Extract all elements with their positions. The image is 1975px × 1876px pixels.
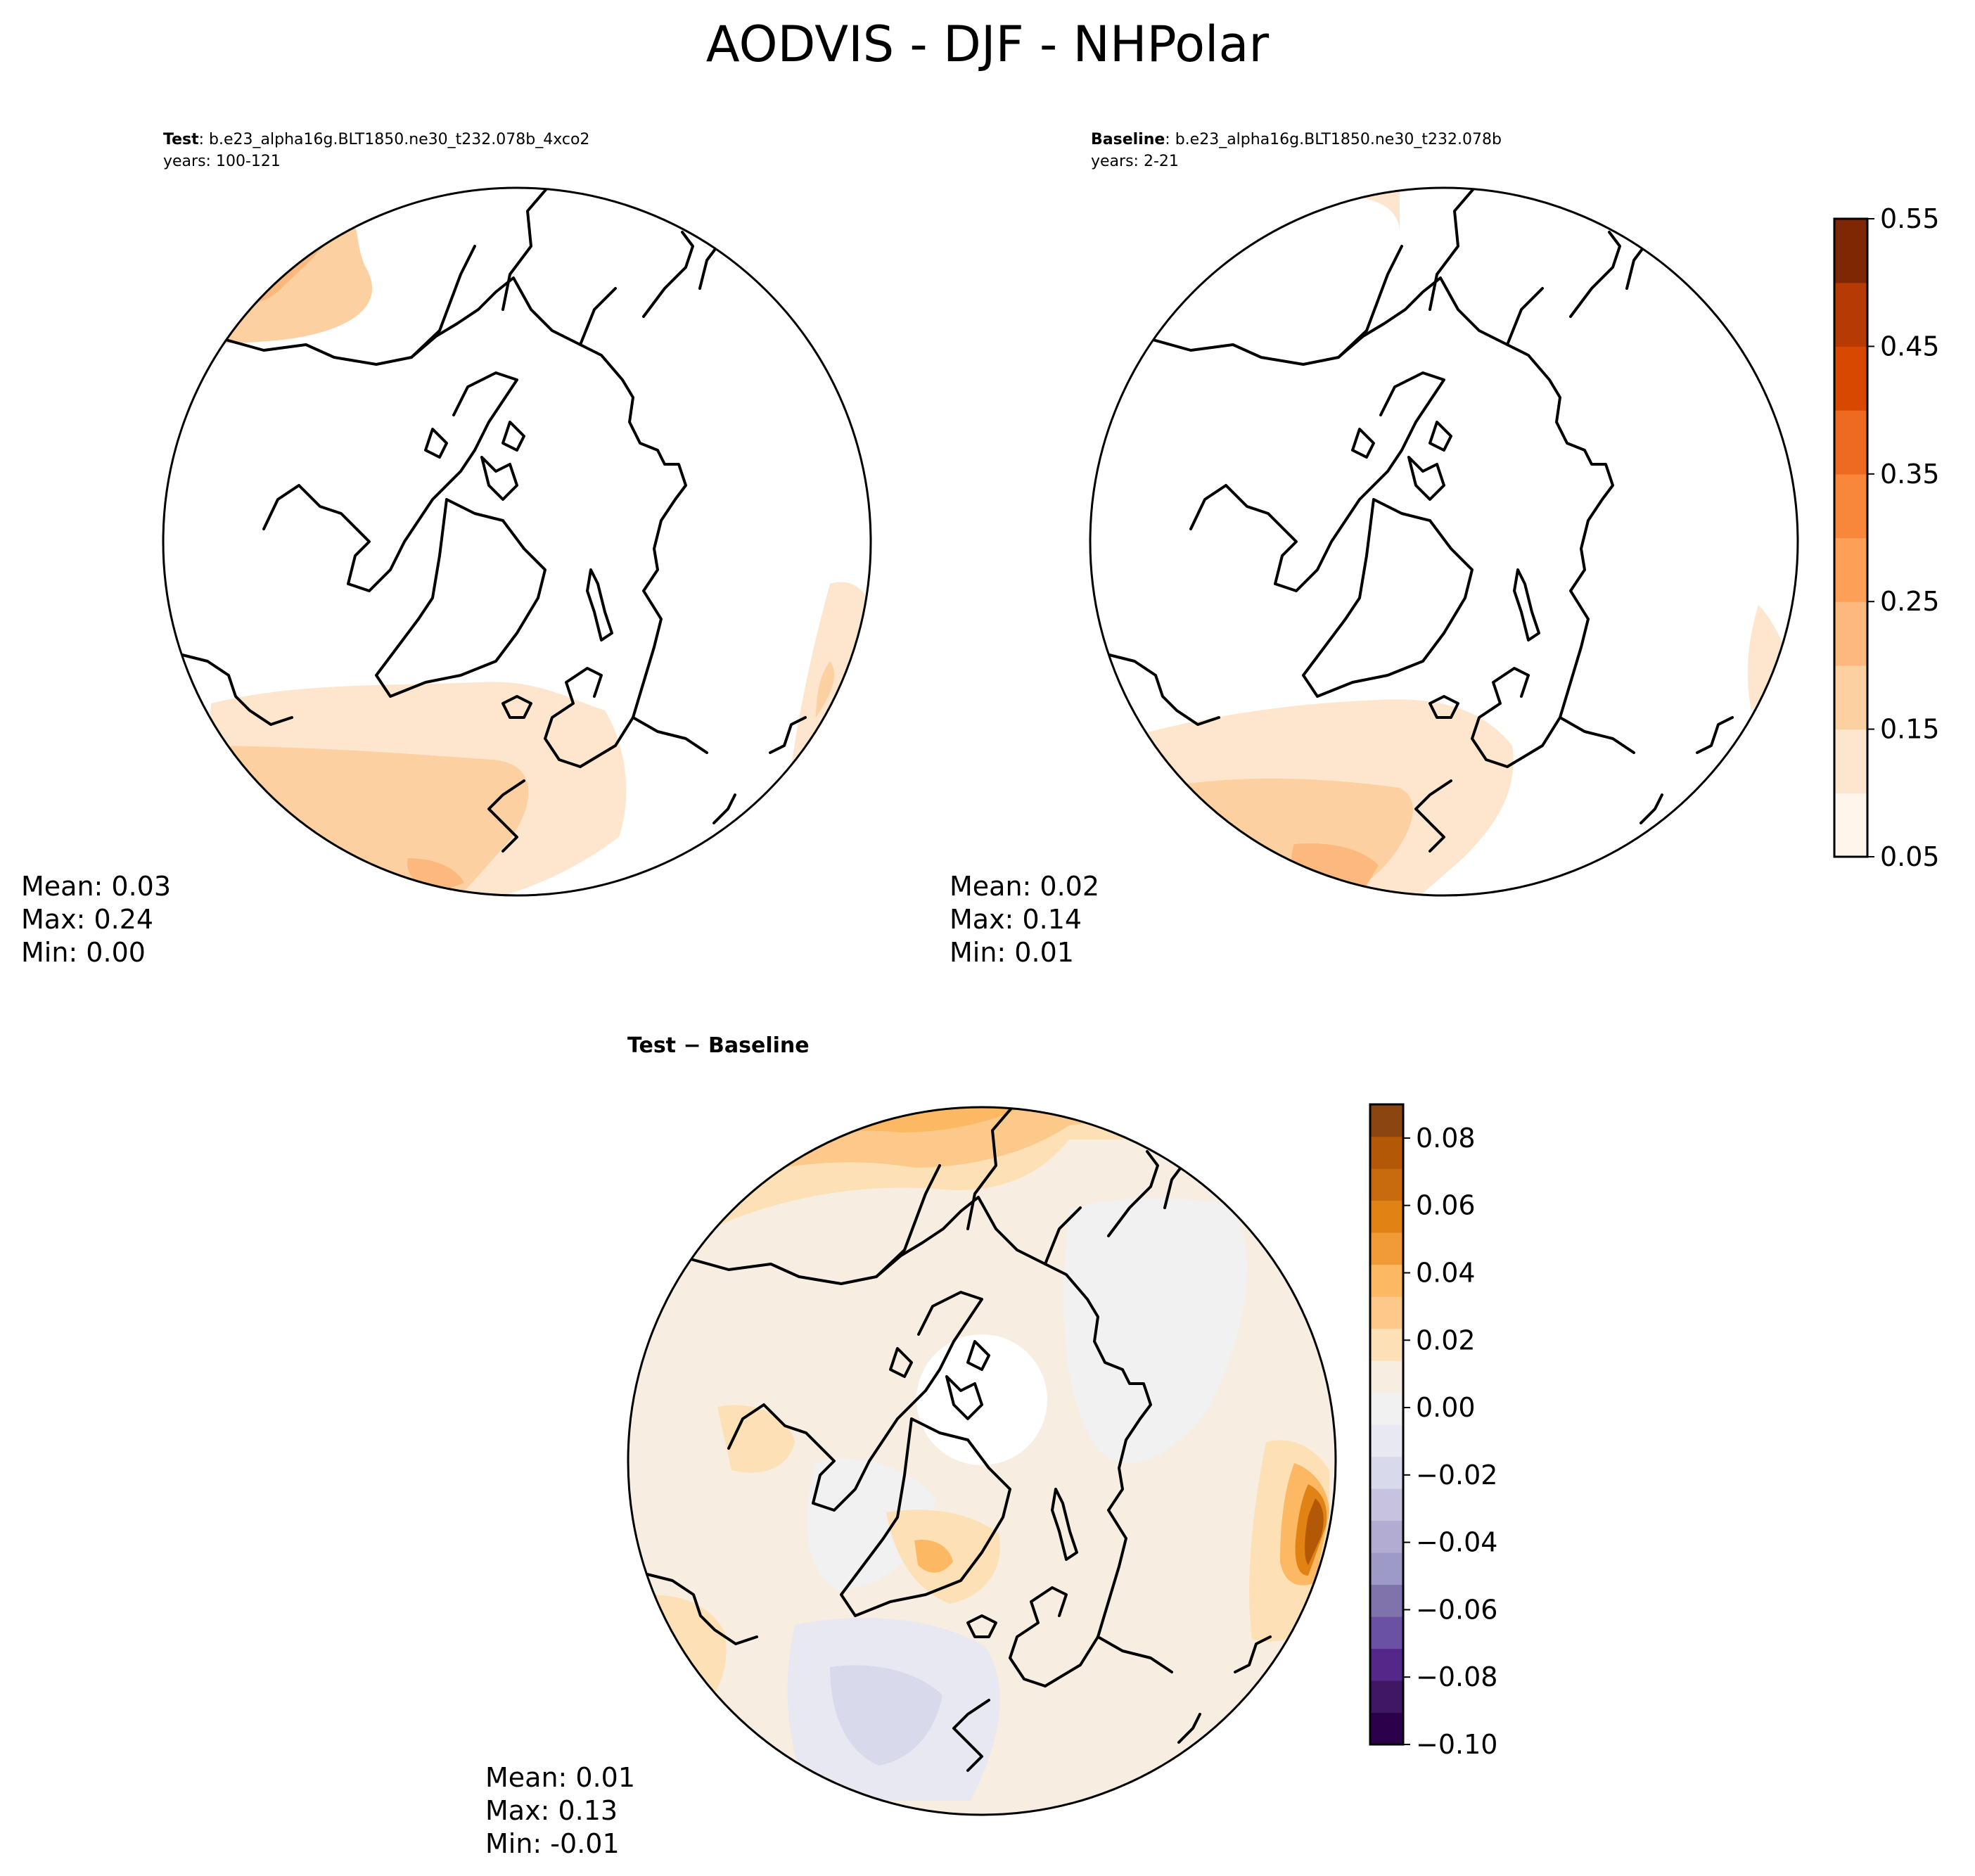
test-stat-max: Max: 0.24 [21,904,153,935]
diff-title: Test − Baseline [627,1033,810,1058]
test-map-boundary [162,186,872,897]
main-colorbar-color-band [1834,665,1867,730]
baseline-panel: Baseline: b.e23_alpha16g.BLT1850.ne30_t2… [950,131,1799,968]
diff-colorbar-color-band [1370,1168,1403,1201]
diff-stat-mean: Mean: 0.01 [485,1762,635,1793]
test-case-name: : b.e23_alpha16g.BLT1850.ne30_t232.078b_… [199,131,590,148]
diff-colorbar-color-band [1370,1392,1403,1425]
diff-colorbar-tick-label: 0.00 [1416,1392,1476,1423]
test-stat-min: Min: 0.00 [21,937,146,968]
diff-colorbar-tick-label: 0.02 [1416,1325,1476,1355]
main-colorbar-color-band [1834,473,1867,539]
diff-colorbar-color-band [1370,1200,1403,1233]
main-colorbar-color-band [1834,282,1867,347]
diff-colorbar-tick-label: 0.04 [1416,1257,1476,1288]
diff-missing-data [916,1334,1047,1465]
diff-colorbar-color-band [1370,1520,1403,1553]
diff-colorbar-frame [1369,1103,1405,1746]
diff-colorbar-color-band [1370,1648,1403,1681]
main-colorbar-color-band [1834,346,1867,411]
diff-map-boundary [627,1106,1337,1816]
diff-colorbar-color-band [1370,1264,1403,1297]
main-colorbar-color-band [1834,729,1867,793]
baseline-panel-header: Baseline: b.e23_alpha16g.BLT1850.ne30_t2… [1091,131,1502,148]
test-label: Test [163,131,199,148]
main-colorbar-tick-label: 0.45 [1880,331,1940,362]
diff-colorbar-color-band [1370,1360,1403,1393]
diff-colorbar-color-band [1370,1232,1403,1265]
test-panel-header: Test: b.e23_alpha16g.BLT1850.ne30_t232.0… [163,131,589,148]
main-colorbar-tick-label: 0.55 [1880,203,1940,234]
test-stat-mean: Mean: 0.03 [21,871,171,902]
diff-colorbar-color-band [1370,1328,1403,1361]
baseline-map-boundary [1089,186,1799,897]
diff-contour-fill [689,1107,1125,1182]
main-colorbar-color-band [1834,537,1867,602]
main-colorbar-color-band [1834,601,1867,666]
figure-title: AODVIS - DJF - NHPolar [706,15,1270,73]
test-years: years: 100-121 [163,153,281,170]
diff-colorbar-color-band [1370,1552,1403,1585]
diff-colorbar-tick-label: −0.02 [1416,1460,1497,1491]
diff-colorbar-tick-label: 0.08 [1416,1123,1476,1154]
diff-colorbar-color-band [1370,1296,1403,1329]
diff-colorbar-color-band [1370,1584,1403,1617]
diff-colorbar-color-band [1370,1104,1403,1137]
test-contour-fill [816,661,835,717]
diff-colorbar-tick-label: −0.04 [1416,1527,1497,1558]
diff-colorbar-color-band [1370,1456,1403,1489]
test-panel: Test: b.e23_alpha16g.BLT1850.ne30_t232.0… [21,131,872,968]
baseline-stat-max: Max: 0.14 [950,904,1082,935]
baseline-label: Baseline [1091,131,1165,148]
diff-colorbar-color-band [1370,1488,1403,1521]
diff-colorbar-tick-label: 0.06 [1416,1190,1476,1221]
diff-panel: Test − Baseline [485,1033,1337,1859]
diff-contour-fill [717,1405,795,1473]
baseline-years: years: 2-21 [1091,153,1179,170]
diff-contour-fill [886,1055,971,1097]
main-colorbar-tick-label: 0.35 [1880,459,1940,490]
test-coastlines [178,188,807,853]
diff-stat-max: Max: 0.13 [485,1795,618,1826]
diff-colorbar-tick-label: −0.08 [1416,1661,1497,1692]
diff-contour-fill [830,1665,942,1766]
diff-coastlines [643,1107,1272,1772]
diff-colorbar-color-band [1370,1616,1403,1650]
main-colorbar-tick-label: 0.15 [1880,714,1940,745]
diff-map [628,1055,1336,1815]
diff-colorbar-color-band [1370,1424,1403,1457]
baseline-stat-min: Min: 0.01 [950,937,1074,968]
diff-contour-fill [1063,1198,1248,1463]
baseline-stat-mean: Mean: 0.02 [950,871,1099,902]
diff-colorbar-color-band [1370,1136,1403,1169]
main-colorbar-frame [1833,217,1869,858]
main-colorbar-tick-label: 0.25 [1880,586,1940,617]
diff-stat-min: Min: -0.01 [485,1828,620,1859]
diff-colorbar-tick-label: −0.10 [1416,1729,1497,1760]
diff-colorbar-color-band [1370,1680,1403,1714]
baseline-case-name: : b.e23_alpha16g.BLT1850.ne30_t232.078b [1165,131,1502,148]
diff-contour-fill [1305,1498,1324,1565]
diff-contour-fill [914,1540,953,1573]
main-colorbar-color-band [1834,793,1867,857]
diff-colorbar: −0.10 −0.08 −0.06 −0.04 −0.02 0.00 0.02 0.04 0.0… [1369,1103,1497,1760]
main-colorbar: 0.05 0.15 0.25 0.35 0.45 0.55 [1833,203,1940,872]
diff-colorbar-tick-label: −0.06 [1416,1594,1497,1625]
main-colorbar-tick-label: 0.05 [1880,841,1940,872]
diff-colorbar-color-band [1370,1712,1403,1745]
main-colorbar-color-band [1834,219,1867,283]
main-colorbar-color-band [1834,410,1867,475]
baseline-map [1090,188,1798,895]
